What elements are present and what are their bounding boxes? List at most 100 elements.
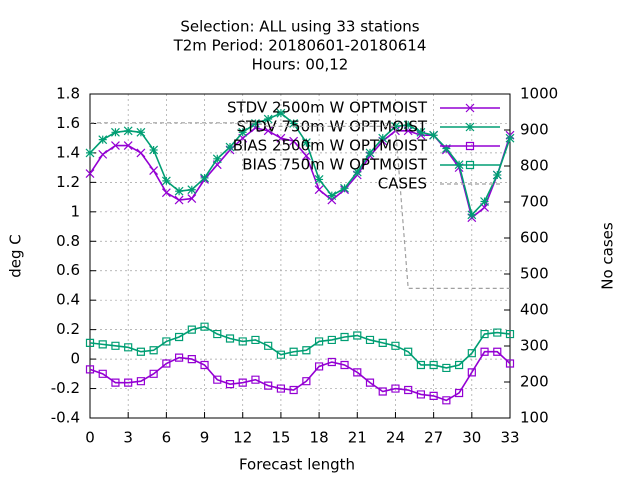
series-line	[89, 112, 511, 217]
marker	[162, 359, 171, 368]
y-tick-label: 1.8	[56, 85, 80, 103]
marker	[505, 329, 515, 339]
marker	[111, 378, 120, 387]
marker	[301, 151, 311, 161]
marker	[238, 127, 248, 137]
x-tick-label: 15	[271, 429, 290, 447]
x-tick-label: 24	[386, 429, 405, 447]
marker	[85, 338, 95, 347]
marker	[149, 145, 159, 155]
marker	[340, 332, 349, 342]
marker	[467, 349, 476, 358]
y-tick-label: 0.4	[56, 291, 80, 309]
marker	[492, 170, 502, 180]
marker	[162, 337, 171, 346]
marker	[200, 360, 209, 370]
x-tick-label: 3	[123, 429, 133, 447]
marker	[353, 331, 362, 340]
marker	[416, 360, 426, 370]
y-tick-label: 1	[70, 202, 80, 220]
marker	[174, 186, 184, 196]
legend-label: BIAS 2500m W OPTMOIST	[233, 137, 428, 155]
y2-tick-label: 100	[520, 409, 549, 427]
marker	[187, 185, 197, 195]
marker	[174, 332, 184, 342]
marker	[465, 122, 475, 132]
marker	[276, 133, 286, 143]
x-tick-label: 9	[200, 429, 210, 447]
marker	[136, 127, 146, 137]
marker	[187, 325, 196, 334]
marker	[365, 335, 375, 345]
series-line	[89, 350, 511, 402]
legend-label: BIAS 750m W OPTMOIST	[242, 156, 428, 174]
marker	[467, 368, 476, 377]
marker	[289, 385, 298, 395]
y2-tick-label: 600	[520, 229, 549, 247]
marker	[454, 388, 464, 398]
x-axis-label: Forecast length	[239, 456, 355, 474]
y-axis-label: deg C	[7, 234, 25, 278]
marker	[314, 337, 324, 346]
marker	[264, 381, 273, 390]
marker	[161, 188, 171, 198]
marker	[465, 141, 475, 151]
marker	[314, 185, 324, 195]
marker	[365, 378, 375, 387]
legend-label: CASES	[378, 175, 427, 193]
marker	[124, 378, 133, 387]
marker	[98, 340, 107, 349]
chart-title: Selection: ALL using 33 stations	[180, 18, 419, 36]
marker	[213, 329, 222, 339]
marker	[340, 183, 349, 193]
marker	[302, 377, 311, 386]
marker	[289, 136, 299, 146]
y-tick-label: 0.6	[56, 261, 80, 279]
y2-axis-label: No cases	[599, 222, 617, 290]
legend-label: STDV 2500m W OPTMOIST	[227, 99, 428, 117]
marker	[238, 378, 247, 387]
marker	[302, 346, 311, 355]
marker	[161, 176, 171, 186]
y2-tick-label: 400	[520, 301, 549, 319]
y-tick-label: 1.6	[56, 114, 80, 132]
marker	[327, 357, 336, 367]
marker	[289, 119, 299, 128]
marker	[187, 354, 196, 364]
y-tick-label: 0.2	[56, 320, 80, 338]
marker	[493, 328, 502, 337]
y-tick-label: 0	[70, 350, 80, 368]
marker	[480, 347, 489, 356]
marker	[276, 350, 286, 359]
marker	[123, 141, 133, 150]
marker	[187, 194, 197, 203]
marker	[85, 169, 95, 178]
marker	[264, 341, 273, 350]
marker	[353, 368, 362, 377]
marker	[314, 174, 324, 184]
y2-tick-label: 900	[520, 121, 549, 139]
marker	[200, 173, 209, 183]
marker	[429, 391, 438, 401]
x-tick-label: 6	[162, 429, 172, 447]
marker	[429, 360, 438, 370]
marker	[111, 127, 120, 137]
marker	[124, 343, 133, 352]
marker	[378, 387, 387, 396]
marker	[213, 375, 222, 384]
marker	[136, 347, 146, 356]
marker	[225, 380, 235, 389]
marker	[98, 369, 107, 378]
marker	[378, 133, 388, 143]
marker	[123, 126, 133, 136]
marker	[365, 148, 375, 158]
marker	[174, 195, 184, 205]
marker	[467, 210, 477, 220]
marker	[276, 108, 286, 118]
marker	[98, 149, 108, 159]
marker	[200, 322, 209, 331]
x-tick-label: 18	[310, 429, 329, 447]
chart-title: Hours: 00,12	[252, 56, 349, 74]
marker	[251, 335, 260, 345]
